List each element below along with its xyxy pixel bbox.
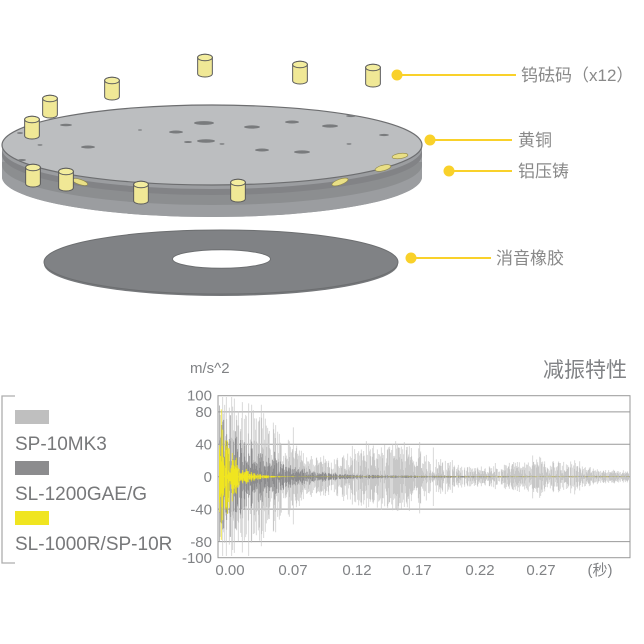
svg-text:0: 0 (204, 469, 212, 486)
svg-text:0.17: 0.17 (402, 562, 431, 579)
svg-text:(秒): (秒) (588, 562, 613, 579)
svg-text:SL-1000R/SP-10R: SL-1000R/SP-10R (15, 534, 172, 555)
svg-text:0.07: 0.07 (278, 562, 307, 579)
svg-text:0.12: 0.12 (342, 562, 371, 579)
svg-text:黄铜: 黄铜 (518, 131, 552, 150)
svg-text:SL-1200GAE/G: SL-1200GAE/G (15, 484, 147, 505)
svg-text:-40: -40 (190, 502, 212, 519)
svg-text:减振特性: 减振特性 (543, 359, 627, 382)
svg-text:40: 40 (195, 437, 212, 454)
svg-text:消音橡胶: 消音橡胶 (496, 249, 564, 268)
svg-text:0.27: 0.27 (526, 562, 555, 579)
svg-text:0.00: 0.00 (215, 562, 244, 579)
svg-text:钨砝码（x12）: 钨砝码（x12） (521, 66, 633, 85)
svg-text:SP-10MK3: SP-10MK3 (15, 434, 107, 455)
svg-text:80: 80 (195, 404, 212, 421)
svg-text:-100: -100 (182, 550, 212, 567)
svg-text:100: 100 (187, 388, 212, 405)
svg-text:-80: -80 (190, 534, 212, 551)
svg-text:m/s^2: m/s^2 (190, 360, 230, 377)
svg-text:0.22: 0.22 (465, 562, 494, 579)
svg-text:铝压铸: 铝压铸 (518, 162, 569, 181)
